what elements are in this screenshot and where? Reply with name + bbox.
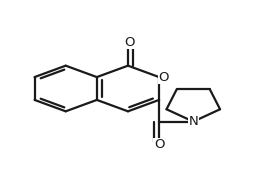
Text: O: O <box>124 36 135 48</box>
Text: O: O <box>158 71 169 84</box>
Text: N: N <box>188 115 198 128</box>
Text: O: O <box>154 138 164 152</box>
